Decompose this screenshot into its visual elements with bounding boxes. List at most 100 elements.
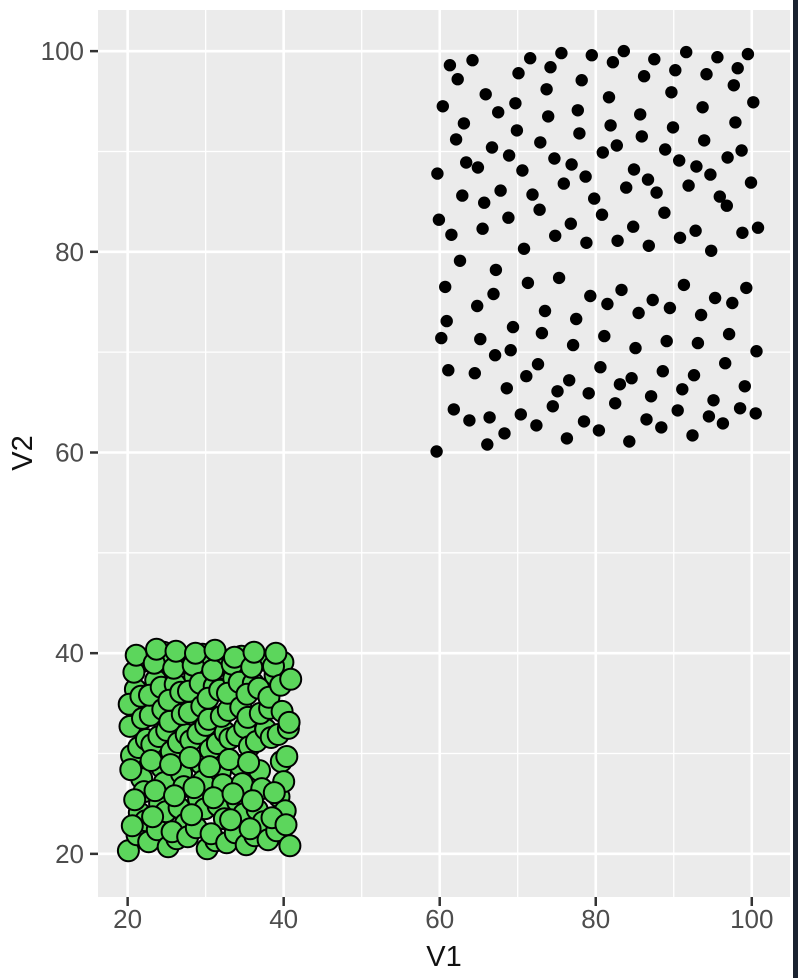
x-tick-label: 20 — [113, 904, 142, 934]
data-point-cluster-high — [579, 170, 592, 183]
data-point-cluster-high — [588, 192, 601, 205]
data-point-cluster-high — [531, 358, 545, 371]
data-point-cluster-high — [514, 408, 527, 421]
data-point-cluster-high — [584, 289, 597, 303]
data-point-cluster-high — [512, 67, 525, 80]
data-point-cluster-high — [738, 380, 751, 393]
data-point-cluster-high — [722, 327, 736, 341]
data-point-cluster-high — [676, 383, 689, 396]
data-point-cluster-high — [468, 367, 481, 380]
data-point-cluster-high — [538, 304, 552, 318]
data-point-cluster-high — [663, 301, 677, 315]
data-point-cluster-high — [640, 413, 653, 426]
data-point-cluster-high — [749, 407, 762, 420]
data-point-cluster-high — [494, 184, 507, 197]
data-point-cluster-high — [698, 134, 711, 147]
data-point-cluster-high — [690, 160, 703, 173]
data-point-cluster-high — [744, 176, 758, 189]
data-point-cluster-low — [164, 639, 188, 663]
data-point-cluster-high — [430, 445, 443, 458]
x-tick-label: 80 — [581, 904, 610, 934]
data-point-cluster-high — [489, 263, 503, 277]
data-point-cluster-low — [221, 782, 245, 806]
data-point-cluster-high — [555, 46, 568, 60]
data-point-cluster-high — [707, 394, 720, 407]
y-tick-label: 40 — [55, 638, 84, 668]
data-point-cluster-high — [720, 199, 733, 212]
data-point-cluster-high — [696, 101, 709, 114]
data-point-cluster-high — [704, 168, 717, 181]
data-point-cluster-low — [241, 789, 264, 813]
data-point-cluster-high — [530, 419, 543, 432]
data-point-cluster-high — [634, 108, 647, 121]
data-point-cluster-high — [447, 403, 460, 416]
data-point-cluster-low — [182, 776, 206, 800]
data-point-cluster-low — [201, 658, 225, 682]
data-point-cluster-high — [716, 417, 730, 430]
data-point-cluster-high — [682, 179, 695, 192]
data-point-cluster-high — [500, 382, 513, 395]
data-point-cluster-high — [471, 299, 484, 313]
data-point-cluster-high — [726, 296, 739, 310]
data-point-cluster-high — [598, 329, 611, 343]
data-point-cluster-high — [492, 106, 505, 119]
y-tick-label: 100 — [41, 36, 84, 66]
data-point-cluster-high — [741, 47, 755, 61]
data-point-cluster-high — [721, 151, 734, 164]
data-point-cluster-high — [611, 234, 624, 247]
data-point-cluster-high — [585, 49, 598, 62]
data-point-cluster-high — [439, 280, 452, 294]
data-point-cluster-low — [143, 779, 167, 803]
data-point-cluster-low — [262, 781, 286, 805]
data-point-cluster-high — [504, 344, 517, 357]
data-point-cluster-high — [644, 390, 658, 403]
data-point-cluster-high — [478, 196, 491, 209]
data-point-cluster-high — [750, 345, 763, 358]
data-point-cluster-high — [665, 86, 678, 99]
data-point-cluster-high — [431, 167, 444, 180]
data-point-cluster-high — [510, 124, 524, 137]
data-point-cluster-high — [702, 410, 716, 423]
data-point-cluster-high — [544, 60, 557, 74]
data-point-cluster-high — [627, 163, 641, 176]
data-point-cluster-high — [573, 127, 586, 140]
data-point-cluster-low — [163, 784, 186, 808]
data-point-cluster-high — [606, 56, 620, 69]
data-point-cluster-high — [736, 226, 749, 239]
data-point-cluster-high — [442, 364, 455, 377]
data-point-cluster-high — [595, 208, 609, 221]
data-point-cluster-high — [565, 158, 578, 171]
data-point-cluster-high — [432, 213, 446, 226]
data-point-cluster-high — [502, 149, 516, 162]
data-point-cluster-high — [435, 331, 448, 345]
data-point-cluster-high — [488, 349, 502, 362]
data-point-cluster-high — [506, 320, 520, 334]
data-point-cluster-high — [445, 228, 458, 241]
data-point-cluster-high — [526, 188, 539, 201]
data-point-cluster-high — [443, 58, 457, 72]
data-point-cluster-high — [713, 190, 726, 203]
data-point-cluster-high — [705, 244, 718, 257]
data-point-cluster-high — [655, 421, 668, 434]
data-point-cluster-low — [178, 746, 202, 769]
data-point-cluster-low — [274, 813, 298, 837]
data-point-cluster-high — [711, 51, 724, 64]
y-tick-label: 60 — [55, 437, 84, 467]
data-point-cluster-low — [238, 817, 262, 841]
data-point-cluster-low — [141, 805, 165, 829]
data-point-cluster-high — [551, 385, 564, 398]
data-point-cluster-low — [139, 749, 163, 772]
data-point-cluster-high — [466, 54, 479, 67]
data-point-cluster-high — [751, 221, 765, 234]
data-point-cluster-high — [635, 130, 648, 143]
data-point-cluster-high — [535, 326, 549, 340]
axis-layer: 20 40 60 80 100 20 40 60 80 100 — [41, 36, 774, 934]
data-point-cluster-high — [629, 341, 642, 355]
data-point-cluster-high — [476, 222, 489, 235]
data-point-cluster-high — [691, 336, 705, 350]
data-point-cluster-high — [548, 152, 561, 165]
data-point-cluster-high — [509, 97, 522, 110]
data-point-cluster-high — [520, 370, 533, 383]
data-point-cluster-high — [671, 404, 684, 417]
